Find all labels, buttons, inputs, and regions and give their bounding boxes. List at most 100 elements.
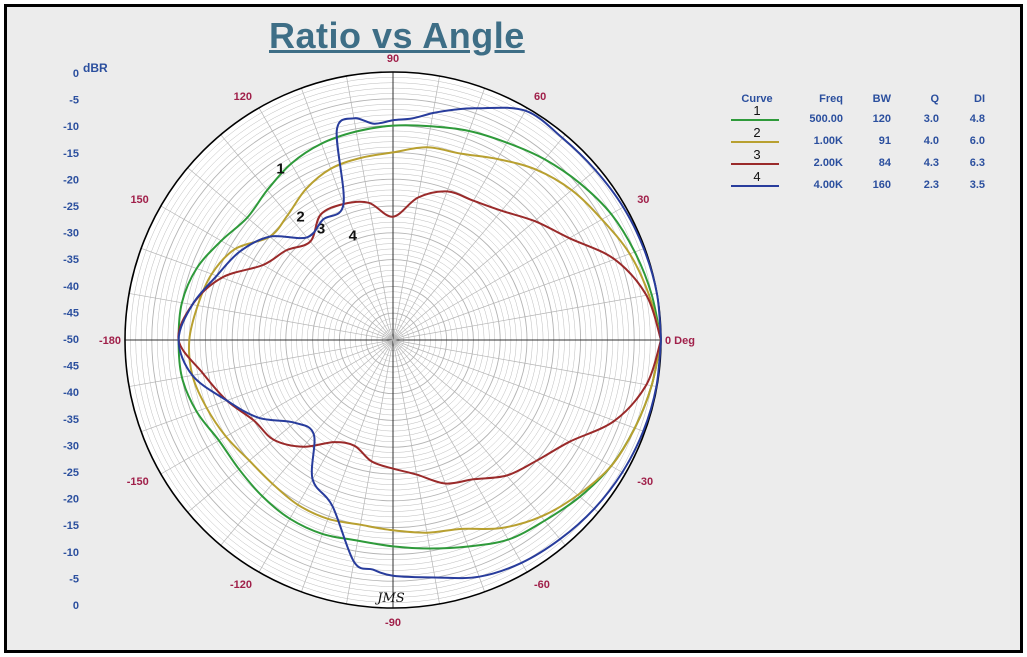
legend-value: 2.00K xyxy=(814,157,843,169)
legend-value: 500.00 xyxy=(809,113,843,125)
grid-spoke xyxy=(392,339,485,592)
radial-tick-label: -10 xyxy=(63,121,79,133)
radial-tick-label: -35 xyxy=(63,254,79,266)
chart-title: Ratio vs Angle xyxy=(269,15,525,56)
angle-tick-label: 150 xyxy=(130,194,148,206)
radial-tick-label: -40 xyxy=(63,281,79,293)
radial-tick-label: -15 xyxy=(63,148,79,160)
grid-spoke xyxy=(392,107,528,341)
grid-spoke xyxy=(392,76,440,341)
legend-value: 3.0 xyxy=(924,113,939,125)
grid-spoke xyxy=(392,339,440,604)
radial-tick-label: -20 xyxy=(63,174,79,186)
legend: Curve Freq BW Q DI 1 500.00 120 3.0 4.8 2 1.00K 91 4.… xyxy=(731,93,985,191)
legend-value: 84 xyxy=(879,157,892,169)
grid-spoke xyxy=(258,339,394,573)
angle-tick-label: -180 xyxy=(99,335,121,347)
angle-tick-label: -120 xyxy=(230,579,252,591)
polar-grid xyxy=(124,71,662,609)
radial-tick-label: -25 xyxy=(63,467,79,479)
angle-tick-label: 0 Deg xyxy=(665,335,695,347)
legend-curve-number: 4 xyxy=(753,169,760,184)
angle-tick-label: -150 xyxy=(127,476,149,488)
legend-value: 4.0 xyxy=(924,135,939,147)
radial-tick-label: -30 xyxy=(63,228,79,240)
radial-tick-label: -5 xyxy=(69,573,79,585)
curve-4-line xyxy=(177,106,662,580)
angle-tick-label: 90 xyxy=(387,53,399,65)
legend-value: 6.3 xyxy=(970,157,985,169)
grid-spoke xyxy=(220,339,394,546)
grid-spoke xyxy=(187,167,394,341)
radial-tick-label: -45 xyxy=(63,361,79,373)
curve-4-label: 4 xyxy=(349,228,358,245)
legend-value: 6.0 xyxy=(970,135,985,147)
radial-tick-label: -40 xyxy=(63,387,79,399)
grid-spoke xyxy=(346,339,394,604)
grid-spoke xyxy=(392,339,626,475)
grid-spoke xyxy=(301,339,394,592)
curves: 1 23 4 xyxy=(177,106,662,580)
grid-spoke xyxy=(129,293,394,341)
curve-1-label: 1 xyxy=(276,160,284,177)
radial-tick-label: -30 xyxy=(63,440,79,452)
angle-tick-label: -30 xyxy=(637,476,653,488)
angle-tick-label: 30 xyxy=(637,194,649,206)
curve-3-label: 3 xyxy=(317,220,325,237)
grid-spoke xyxy=(141,339,394,432)
legend-value: 91 xyxy=(879,135,891,147)
grid-spoke xyxy=(392,339,599,513)
grid-spoke xyxy=(129,339,394,387)
grid-spoke xyxy=(346,76,394,341)
radial-tick-label: -25 xyxy=(63,201,79,213)
legend-header-q: Q xyxy=(930,93,939,105)
legend-value: 4.00K xyxy=(814,179,843,191)
tick-labels: 0 Deg306090120150-180-150-120-90-60-300-… xyxy=(63,53,695,629)
angle-tick-label: -90 xyxy=(385,617,401,629)
legend-header-bw: BW xyxy=(873,93,892,105)
grid-spoke xyxy=(392,205,626,341)
legend-value: 2.3 xyxy=(924,179,939,191)
signature-text: JMS xyxy=(374,591,405,606)
legend-curve-number: 1 xyxy=(753,103,760,118)
radial-tick-label: -20 xyxy=(63,494,79,506)
grid-spoke xyxy=(187,339,394,513)
legend-value: 120 xyxy=(873,113,891,125)
legend-curve-number: 3 xyxy=(753,147,760,162)
grid-spoke xyxy=(258,107,394,341)
grid-spoke xyxy=(160,205,394,341)
radial-tick-label: -45 xyxy=(63,307,79,319)
angle-tick-label: 60 xyxy=(534,91,546,103)
grid-spoke xyxy=(392,339,657,387)
radial-tick-label: -10 xyxy=(63,547,79,559)
legend-header-freq: Freq xyxy=(819,93,843,105)
grid-spoke xyxy=(392,339,645,432)
legend-value: 4.8 xyxy=(970,113,985,125)
curve-2-label: 2 xyxy=(296,209,304,226)
grid-spoke xyxy=(392,293,657,341)
grid-spoke xyxy=(141,248,394,341)
grid-spoke xyxy=(392,339,566,546)
grid-spoke xyxy=(392,339,528,573)
angle-tick-label: -60 xyxy=(534,579,550,591)
angle-tick-label: 120 xyxy=(234,91,252,103)
grid-spoke xyxy=(392,248,645,341)
grid-spoke xyxy=(160,339,394,475)
signature: JMS xyxy=(374,591,405,606)
grid-spoke xyxy=(301,88,394,341)
legend-curve-number: 2 xyxy=(753,125,760,140)
radial-tick-label: 0 xyxy=(73,68,79,80)
legend-value: 1.00K xyxy=(814,135,843,147)
legend-value: 160 xyxy=(873,179,891,191)
radial-tick-label: -5 xyxy=(69,95,79,107)
legend-header-di: DI xyxy=(974,93,985,105)
grid-spoke xyxy=(392,167,599,341)
legend-value: 4.3 xyxy=(924,157,939,169)
legend-value: 3.5 xyxy=(970,179,985,191)
legend-header-curve: Curve xyxy=(741,93,772,105)
curve-2-line xyxy=(187,146,662,534)
radial-tick-label: -35 xyxy=(63,414,79,426)
y-axis-label: dBR xyxy=(83,61,108,75)
radial-tick-label: 0 xyxy=(73,600,79,612)
